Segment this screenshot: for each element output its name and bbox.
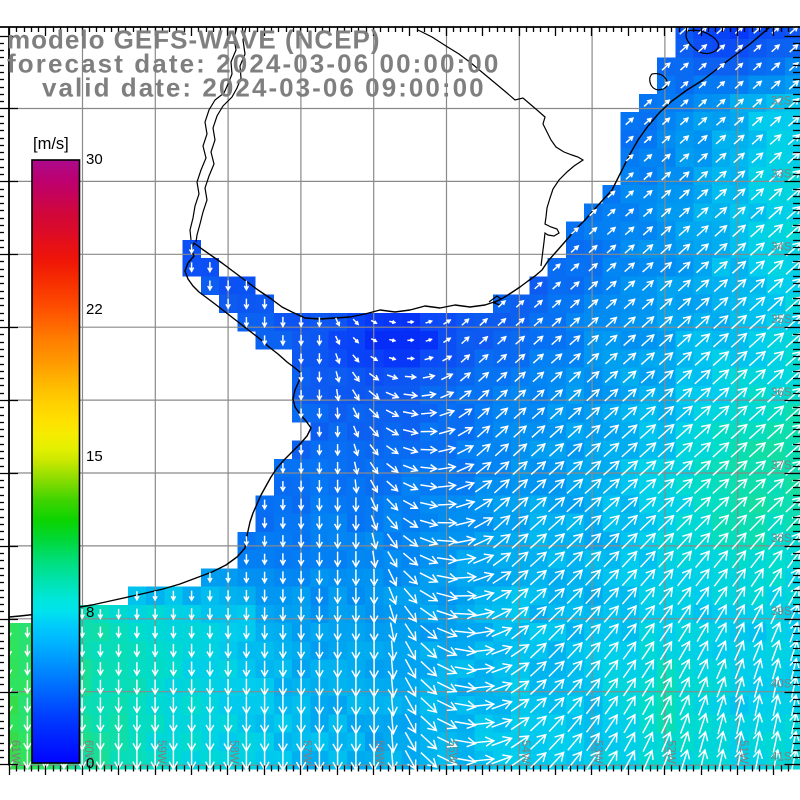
svg-text:51W: 51W [737, 740, 749, 764]
svg-text:37S: 37S [771, 460, 792, 472]
svg-text:forecast date: 2024-03-06 00:0: forecast date: 2024-03-06 00:00:00 [7, 49, 500, 79]
svg-text:39S: 39S [771, 606, 792, 618]
svg-text:54W: 54W [519, 740, 531, 764]
svg-text:8: 8 [86, 604, 94, 621]
svg-text:57W: 57W [300, 740, 312, 764]
svg-text:55W: 55W [446, 740, 458, 764]
svg-text:56W: 56W [373, 740, 385, 764]
svg-text:15: 15 [86, 448, 103, 465]
svg-text:52W: 52W [664, 740, 676, 764]
svg-text:38S: 38S [771, 533, 792, 545]
svg-text:59W: 59W [155, 740, 167, 764]
svg-text:[m/s]: [m/s] [33, 135, 69, 153]
svg-text:0: 0 [86, 755, 94, 772]
svg-text:58W: 58W [228, 740, 240, 764]
svg-text:40S: 40S [771, 679, 792, 691]
svg-text:35S: 35S [771, 314, 792, 326]
svg-text:34S: 34S [771, 241, 792, 253]
svg-text:33S: 33S [771, 168, 792, 180]
svg-text:30: 30 [86, 151, 103, 168]
svg-text:22: 22 [86, 301, 103, 318]
svg-text:modelo GEFS-WAVE (NCEP): modelo GEFS-WAVE (NCEP) [7, 25, 381, 55]
svg-text:32S: 32S [771, 96, 792, 108]
svg-text:60W: 60W [82, 740, 94, 764]
svg-text:61W: 61W [9, 740, 21, 764]
svg-text:36S: 36S [771, 387, 792, 399]
svg-text:valid date: 2024-03-06 09:00:0: valid date: 2024-03-06 09:00:00 [42, 73, 486, 103]
svg-text:41S: 41S [771, 752, 792, 764]
svg-text:53W: 53W [592, 740, 604, 764]
